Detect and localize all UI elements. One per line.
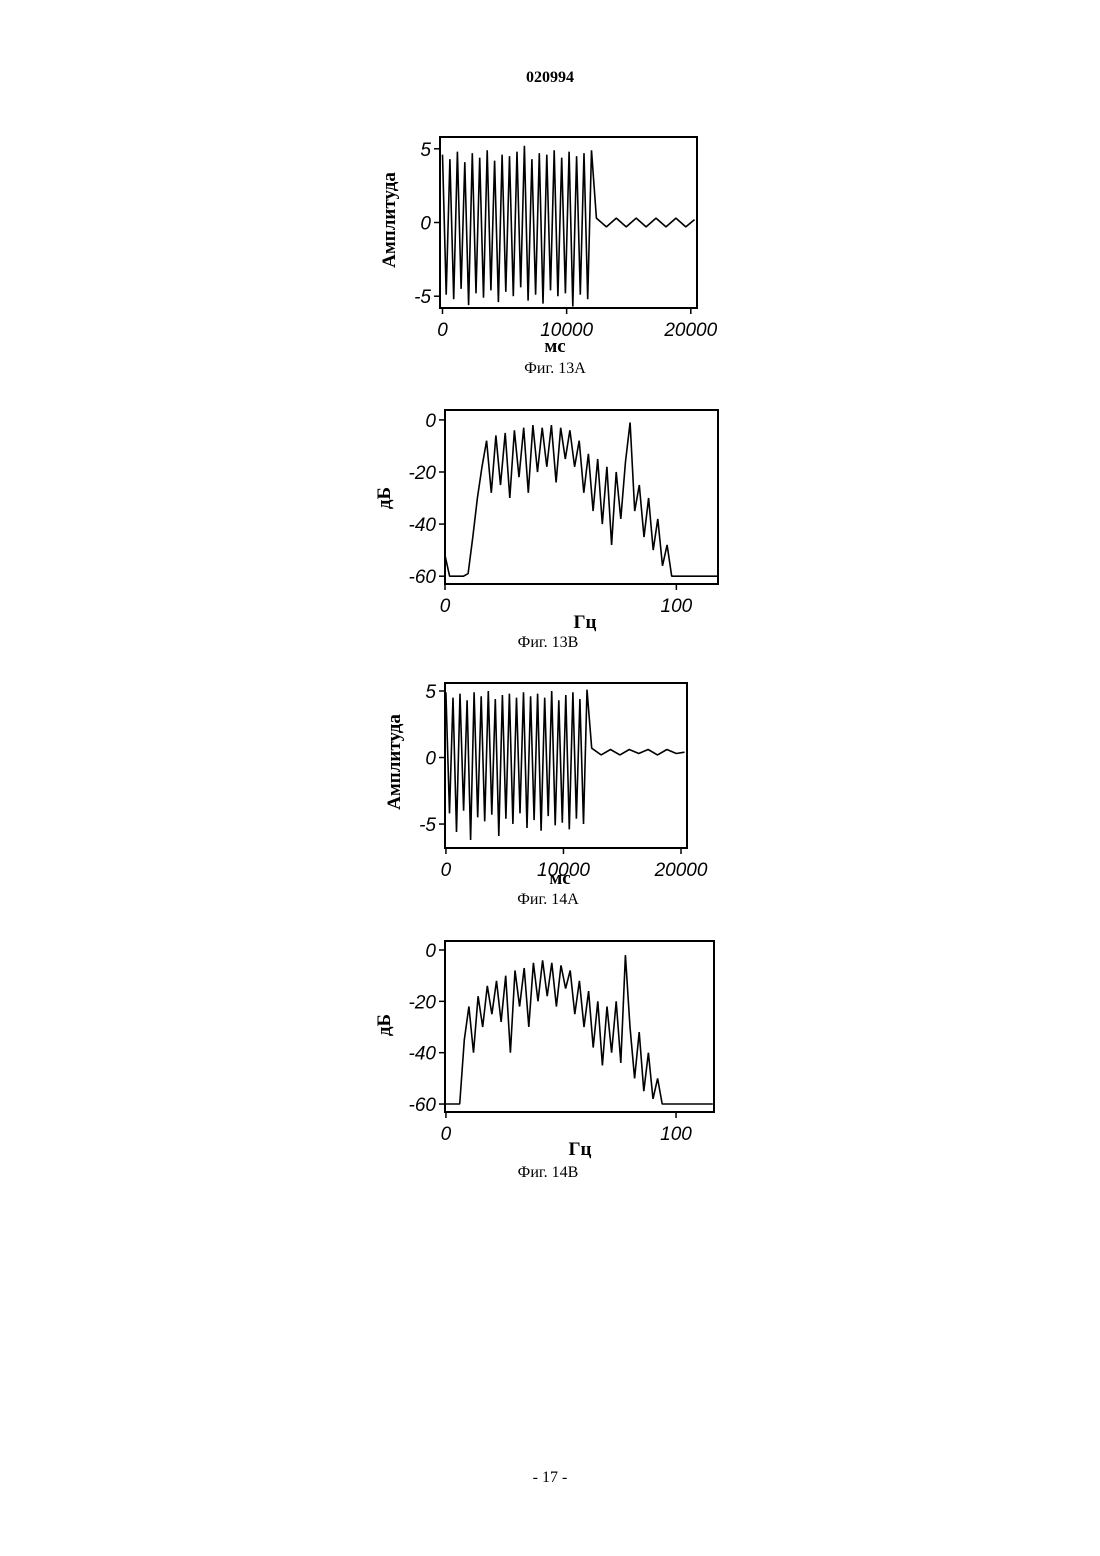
x-axis-label: Гц <box>573 612 596 633</box>
signal-line <box>445 423 718 577</box>
x-axis-label: мс <box>544 336 565 357</box>
figure-caption: Фиг. 13А <box>524 360 586 377</box>
signal-line <box>443 146 695 307</box>
x-axis-label: Гц <box>568 1139 591 1160</box>
x-tick-label: 100 <box>661 596 693 617</box>
x-axis-label: мс <box>549 868 570 889</box>
y-tick-label: -60 <box>409 567 437 588</box>
x-tick-label: 0 <box>441 1124 452 1145</box>
y-axis-label: Амплитуда <box>384 714 405 810</box>
y-tick-label: 5 <box>420 140 431 161</box>
y-axis-label: Амплитуда <box>379 172 400 268</box>
page-number: - 17 - <box>533 1469 568 1486</box>
y-tick-label: -20 <box>409 463 437 484</box>
figure-caption: Фиг. 13В <box>518 634 579 651</box>
x-tick-label: 20000 <box>654 860 708 881</box>
page: 020994 - 17 - 5 0 -5 0 100 0 0 20000 мс Амплитуда… <box>0 0 1100 1556</box>
figure-caption: Фиг. 14А <box>517 891 579 908</box>
x-tick-label: 0 <box>437 320 448 341</box>
plot-frame <box>445 941 714 1112</box>
y-axis-label: дБ <box>374 487 395 509</box>
y-tick-label: 0 <box>425 749 436 770</box>
y-tick-label: -5 <box>414 287 431 308</box>
y-tick-label: -40 <box>409 1044 437 1065</box>
y-tick-label: 0 <box>425 411 436 432</box>
x-tick-label: 0 <box>440 596 451 617</box>
figure-caption: Фиг. 14В <box>518 1164 579 1181</box>
y-tick-label: 0 <box>425 941 436 962</box>
y-axis-label: дБ <box>374 1014 395 1036</box>
y-tick-label: -40 <box>409 515 437 536</box>
y-tick-label: -60 <box>409 1095 437 1116</box>
x-tick-label: 20000 <box>663 320 717 341</box>
y-tick-label: -5 <box>419 815 436 836</box>
y-tick-label: 0 <box>420 214 431 235</box>
signal-line <box>446 955 713 1104</box>
plot-frame <box>445 410 718 584</box>
signal-line <box>446 690 685 840</box>
y-tick-label: -20 <box>409 992 437 1013</box>
x-tick-label: 100 <box>660 1124 692 1145</box>
y-tick-label: 5 <box>425 682 436 703</box>
x-tick-label: 0 <box>441 860 452 881</box>
patent-number: 020994 <box>526 69 574 86</box>
